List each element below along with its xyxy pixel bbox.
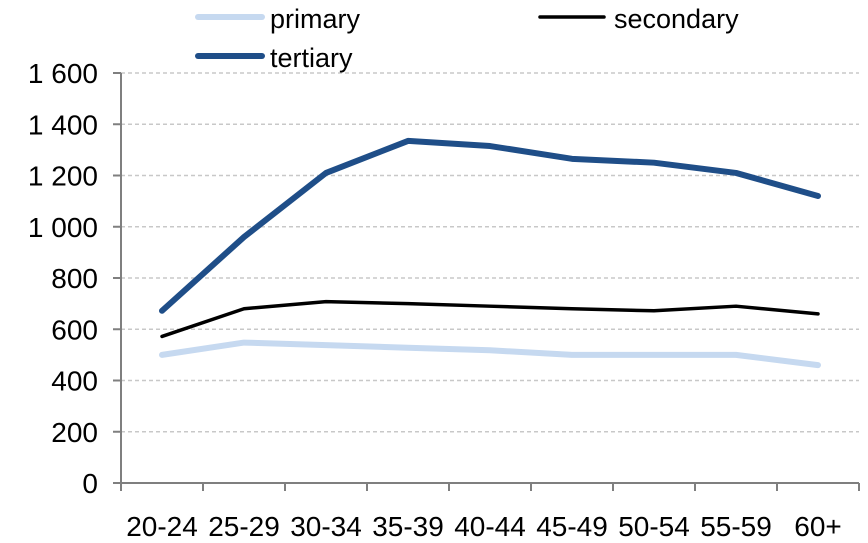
gridlines — [121, 72, 859, 433]
series-line-primary — [159, 339, 821, 369]
legend-label-secondary: secondary — [614, 4, 739, 34]
x-tick-labels: 20-24 25-29 30-34 35-39 40-44 45-49 50-54 55-59… — [126, 511, 842, 542]
y-tick-label: 600 — [51, 314, 98, 345]
y-tick-label: 1 200 — [28, 161, 98, 192]
x-tick-label: 25-29 — [208, 511, 280, 542]
y-tick-labels: 0 200 400 600 800 1 000 1 200 1 400 1 600 — [28, 58, 98, 499]
legend-label-primary: primary — [270, 4, 361, 34]
x-tick-label: 20-24 — [126, 511, 198, 542]
y-tick-label: 0 — [82, 468, 98, 499]
series-line-tertiary — [159, 137, 821, 314]
x-tick-label: 40-44 — [454, 511, 526, 542]
y-tick-label: 1 000 — [28, 212, 98, 243]
legend-label-tertiary: tertiary — [270, 43, 353, 73]
x-tick-label: 30-34 — [290, 511, 362, 542]
y-tick-label: 200 — [51, 417, 98, 448]
series-line-secondary — [160, 299, 820, 339]
axes — [113, 72, 860, 491]
x-tick-label: 50-54 — [618, 511, 690, 542]
y-tick-label: 1 400 — [28, 109, 98, 140]
x-tick-label: 45-49 — [536, 511, 608, 542]
series-lines — [159, 137, 821, 369]
legend: primary secondary tertiary — [195, 4, 739, 73]
y-tick-label: 800 — [51, 263, 98, 294]
y-tick-label: 400 — [51, 366, 98, 397]
y-tick-label: 1 600 — [28, 58, 98, 89]
x-tick-label: 60+ — [794, 511, 842, 542]
x-tick-label: 55-59 — [700, 511, 772, 542]
x-tick-label: 35-39 — [372, 511, 444, 542]
